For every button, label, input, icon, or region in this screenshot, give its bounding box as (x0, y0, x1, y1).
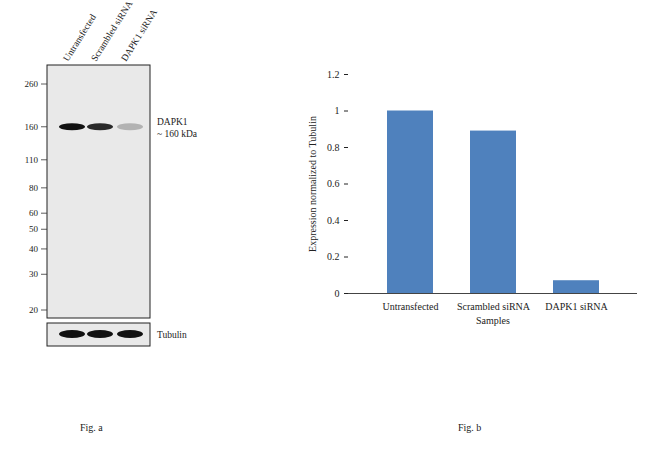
svg-text:0.2: 0.2 (327, 251, 340, 262)
svg-text:40: 40 (29, 244, 39, 254)
svg-text:DAPK1 siRNA: DAPK1 siRNA (119, 7, 159, 63)
svg-text:110: 110 (25, 155, 39, 165)
svg-text:DAPK1: DAPK1 (157, 117, 188, 127)
svg-text:DAPK1 siRNA: DAPK1 siRNA (545, 301, 608, 312)
svg-text:1.2: 1.2 (327, 69, 340, 80)
svg-text:1: 1 (335, 105, 340, 116)
html-text:Fig. b: Fig. b (458, 422, 482, 433)
svg-text:Untransfected: Untransfected (382, 301, 438, 312)
svg-text:Untransfected: Untransfected (61, 12, 98, 64)
svg-text:Samples: Samples (476, 315, 510, 326)
svg-text:0.8: 0.8 (327, 142, 340, 153)
svg-text:Scrambled siRNA: Scrambled siRNA (457, 301, 531, 312)
svg-text:50: 50 (29, 224, 39, 234)
svg-text:160: 160 (25, 122, 39, 132)
svg-text:0.4: 0.4 (327, 215, 340, 226)
svg-text:~ 160 kDa: ~ 160 kDa (157, 129, 198, 139)
svg-text:0: 0 (335, 288, 340, 299)
svg-text:0.6: 0.6 (327, 178, 340, 189)
svg-text:80: 80 (29, 183, 39, 193)
html-text:Fig. a: Fig. a (80, 422, 103, 433)
svg-text:30: 30 (29, 269, 39, 279)
svg-text:260: 260 (25, 79, 39, 89)
svg-text:60: 60 (29, 208, 39, 218)
svg-text:Tubulin: Tubulin (157, 330, 187, 340)
svg-text:20: 20 (29, 305, 39, 315)
svg-text:Expression normalized to Tubul: Expression normalized to Tubulin (307, 116, 318, 252)
